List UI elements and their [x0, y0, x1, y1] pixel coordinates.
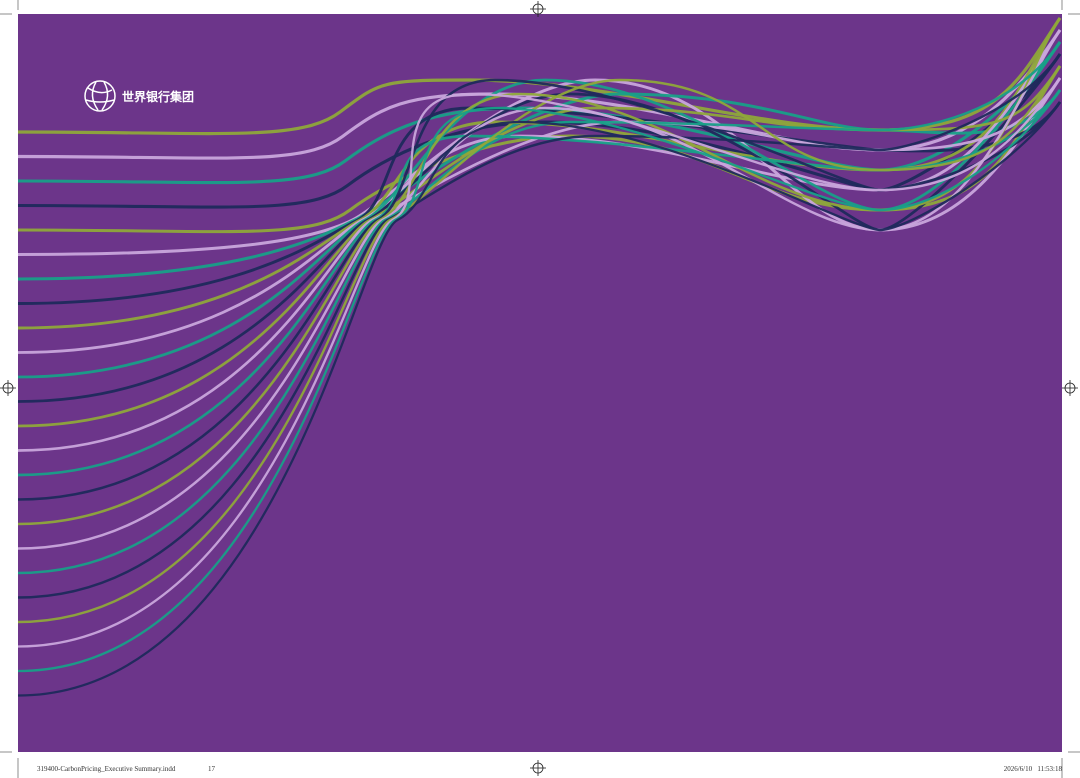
wave-line	[17, 53, 1062, 599]
globe-icon	[84, 80, 116, 112]
footer-timestamp: 2026/6/10 11:53:18	[1004, 765, 1063, 773]
wave-line	[17, 65, 1061, 624]
wave-line	[17, 77, 1061, 648]
wave-line	[17, 65, 1062, 428]
wave-line	[17, 53, 1062, 403]
logo: 世界银行集团	[84, 80, 194, 112]
wave-line	[17, 17, 1062, 330]
wave-line	[17, 77, 1062, 256]
footer-file: 319400-CarbonPricing_Executive Summary.i…	[37, 765, 176, 773]
wave-line	[17, 41, 1062, 379]
wave-line	[17, 101, 1061, 697]
footer-page: 17	[208, 765, 216, 773]
logo-text: 世界银行集团	[122, 89, 194, 104]
wave-line	[17, 41, 1062, 575]
wave-line	[17, 89, 1061, 673]
wave-line	[17, 77, 1062, 452]
decorative-curves	[17, 17, 1062, 697]
